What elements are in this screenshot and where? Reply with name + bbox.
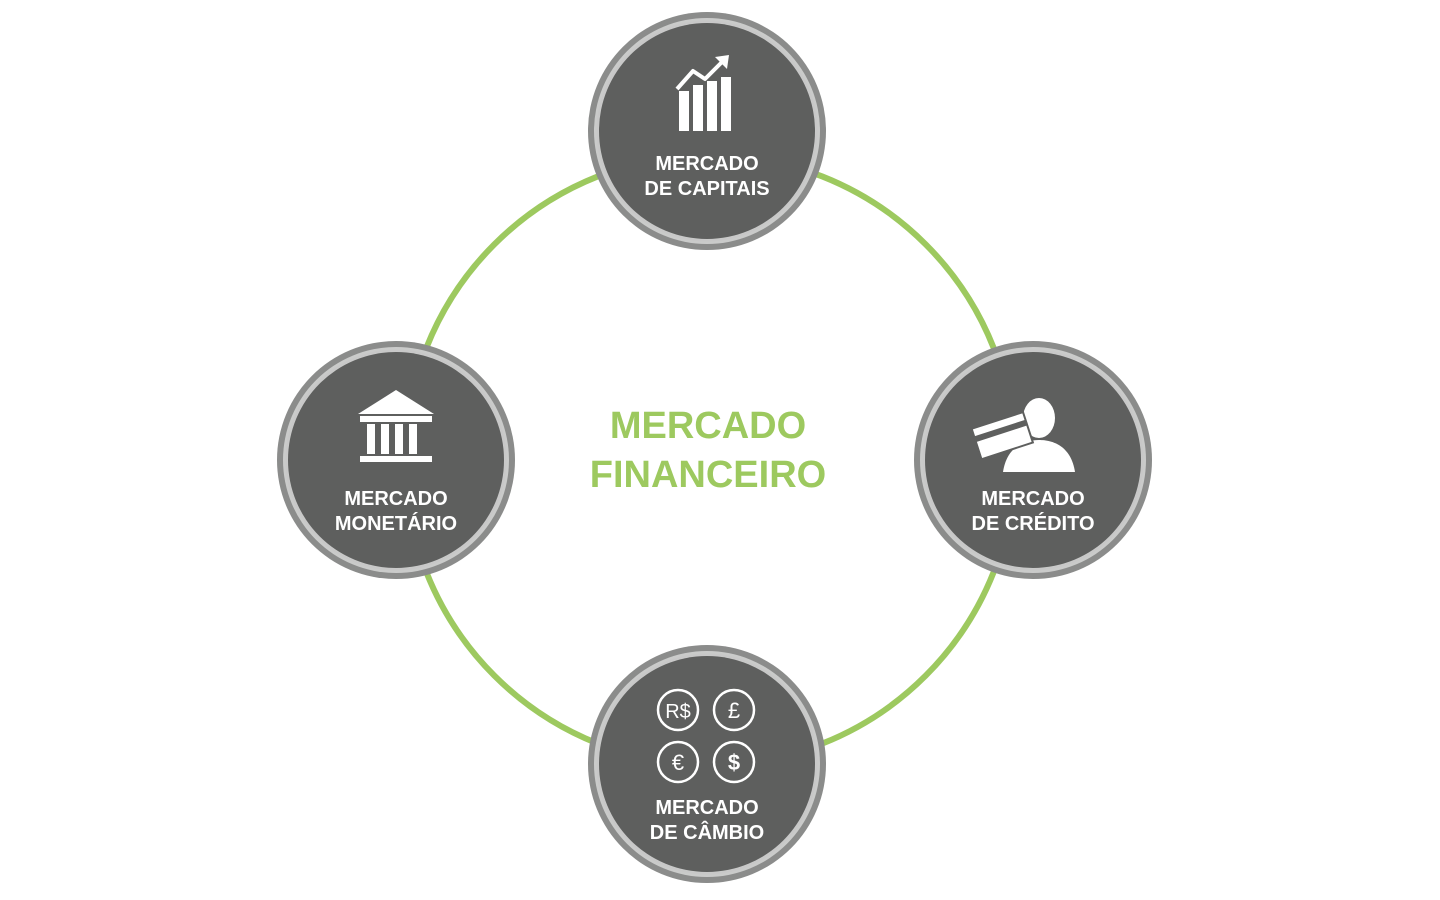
center-title-line2: FINANCEIRO	[590, 454, 826, 496]
currency-coins-icon: R$ £ € $	[656, 688, 756, 784]
credit-card-person-icon	[970, 398, 1075, 472]
node-capitais-line1: MERCADO	[655, 153, 758, 175]
node-mercado-monetario: MERCADO MONETÁRIO	[277, 341, 515, 579]
real-coin-icon: R$	[656, 688, 700, 732]
currency-euro-label: €	[672, 750, 684, 775]
dollar-coin-icon: $	[712, 740, 756, 784]
euro-coin-icon: €	[656, 740, 700, 784]
currency-pound-label: £	[728, 698, 740, 723]
node-mercado-de-cambio: R$ £ € $ MERCADO DE CÂMBIO	[588, 645, 826, 883]
currency-dollar-label: $	[728, 750, 740, 775]
bank-building-icon	[358, 390, 434, 462]
node-credito-line2: DE CRÉDITO	[972, 512, 1095, 535]
node-capitais-line2: DE CAPITAIS	[644, 178, 769, 200]
bar-chart-growth-icon	[675, 55, 731, 131]
pound-coin-icon: £	[712, 688, 756, 732]
node-cambio-line1: MERCADO	[655, 797, 758, 819]
node-cambio-line2: DE CÂMBIO	[650, 820, 764, 844]
node-monetario-line1: MERCADO	[344, 488, 447, 510]
currency-real-label: R$	[665, 701, 691, 723]
node-mercado-de-capitais: MERCADO DE CAPITAIS	[588, 12, 826, 250]
node-mercado-de-credito: MERCADO DE CRÉDITO	[914, 341, 1152, 579]
center-title-line1: MERCADO	[610, 405, 806, 447]
node-monetario-line2: MONETÁRIO	[335, 512, 457, 535]
node-credito-line1: MERCADO	[981, 488, 1084, 510]
